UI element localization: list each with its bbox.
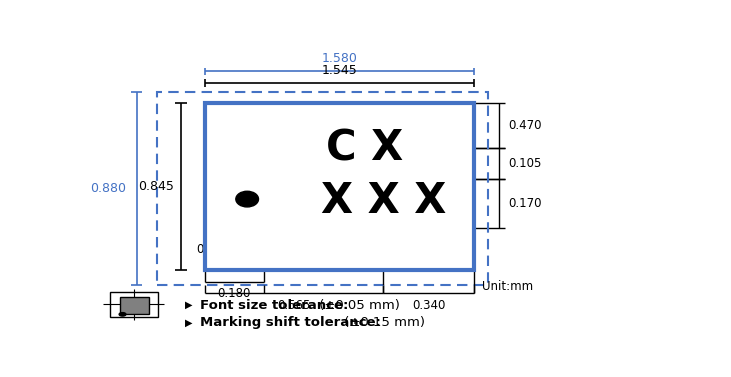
Bar — [205, 103, 474, 270]
Text: 0.880: 0.880 — [91, 182, 126, 195]
Text: X X X: X X X — [321, 179, 446, 222]
Bar — [120, 297, 149, 314]
Text: 1.545: 1.545 — [322, 64, 357, 77]
Text: C X: C X — [327, 127, 404, 169]
Text: Marking shift tolerance:: Marking shift tolerance: — [200, 316, 381, 329]
Text: 0.340: 0.340 — [412, 299, 445, 312]
Bar — [156, 92, 488, 285]
Text: 0.565: 0.565 — [277, 299, 311, 312]
Text: 0.170: 0.170 — [508, 197, 541, 210]
Circle shape — [119, 313, 126, 316]
Text: Font size tolerance:: Font size tolerance: — [200, 299, 349, 311]
Text: 0.845: 0.845 — [138, 180, 174, 193]
Text: 0.170: 0.170 — [196, 242, 230, 256]
Text: 0.180: 0.180 — [218, 287, 251, 300]
Text: (±0.05 mm): (±0.05 mm) — [315, 299, 400, 311]
Text: Unit:mm: Unit:mm — [482, 280, 534, 293]
Text: 1.580: 1.580 — [322, 52, 357, 65]
Text: ▶: ▶ — [185, 300, 192, 310]
Ellipse shape — [236, 191, 259, 207]
Text: 0.105: 0.105 — [508, 157, 541, 170]
Text: (±0.15 mm): (±0.15 mm) — [341, 316, 425, 329]
Text: 0.470: 0.470 — [508, 119, 541, 132]
Text: ▶: ▶ — [185, 317, 192, 328]
Bar — [110, 292, 158, 317]
